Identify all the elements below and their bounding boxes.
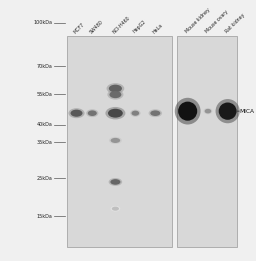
Text: 35kDa: 35kDa: [36, 140, 52, 145]
Text: MCF7: MCF7: [73, 21, 86, 34]
Ellipse shape: [132, 111, 139, 116]
Text: 15kDa: 15kDa: [36, 214, 52, 219]
Text: SW480: SW480: [89, 19, 104, 34]
Ellipse shape: [205, 109, 211, 114]
Ellipse shape: [109, 178, 122, 186]
Text: 100kDa: 100kDa: [33, 20, 52, 25]
Bar: [67, 35, 172, 247]
Text: 70kDa: 70kDa: [36, 64, 52, 69]
Text: Mouse ovary: Mouse ovary: [205, 9, 229, 34]
Ellipse shape: [175, 98, 200, 124]
Ellipse shape: [111, 138, 120, 143]
Ellipse shape: [219, 103, 237, 120]
Ellipse shape: [106, 83, 124, 94]
Ellipse shape: [71, 110, 82, 117]
Ellipse shape: [110, 179, 120, 185]
Text: NCI-H460: NCI-H460: [112, 15, 131, 34]
Ellipse shape: [216, 99, 240, 123]
Ellipse shape: [88, 110, 97, 116]
Text: MICA: MICA: [240, 109, 254, 114]
Ellipse shape: [130, 110, 141, 117]
Ellipse shape: [150, 110, 160, 116]
Text: 55kDa: 55kDa: [36, 92, 52, 97]
Ellipse shape: [112, 207, 119, 211]
Text: Rat kidney: Rat kidney: [224, 13, 246, 34]
Ellipse shape: [109, 91, 121, 98]
Ellipse shape: [204, 108, 212, 114]
Ellipse shape: [105, 107, 125, 120]
Ellipse shape: [107, 90, 123, 100]
Text: Mouse kidney: Mouse kidney: [184, 8, 211, 34]
Ellipse shape: [148, 109, 162, 117]
Ellipse shape: [178, 102, 197, 121]
Ellipse shape: [108, 109, 123, 118]
Text: HeLa: HeLa: [152, 22, 164, 34]
Ellipse shape: [111, 206, 120, 211]
Text: 25kDa: 25kDa: [36, 176, 52, 181]
Text: 40kDa: 40kDa: [36, 122, 52, 127]
Text: HepG2: HepG2: [132, 19, 147, 34]
Ellipse shape: [68, 108, 84, 118]
Ellipse shape: [109, 85, 122, 92]
Ellipse shape: [86, 109, 98, 117]
Bar: [177, 35, 237, 247]
Ellipse shape: [109, 137, 122, 144]
